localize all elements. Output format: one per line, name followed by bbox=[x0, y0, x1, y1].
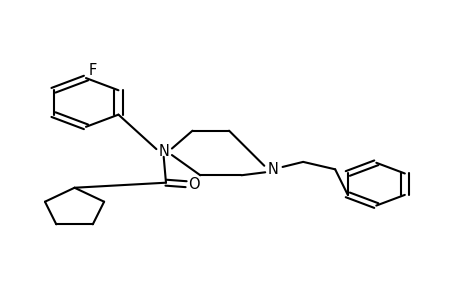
Text: N: N bbox=[268, 162, 278, 177]
Text: F: F bbox=[89, 63, 97, 78]
Text: N: N bbox=[158, 144, 169, 159]
Text: O: O bbox=[188, 177, 200, 192]
